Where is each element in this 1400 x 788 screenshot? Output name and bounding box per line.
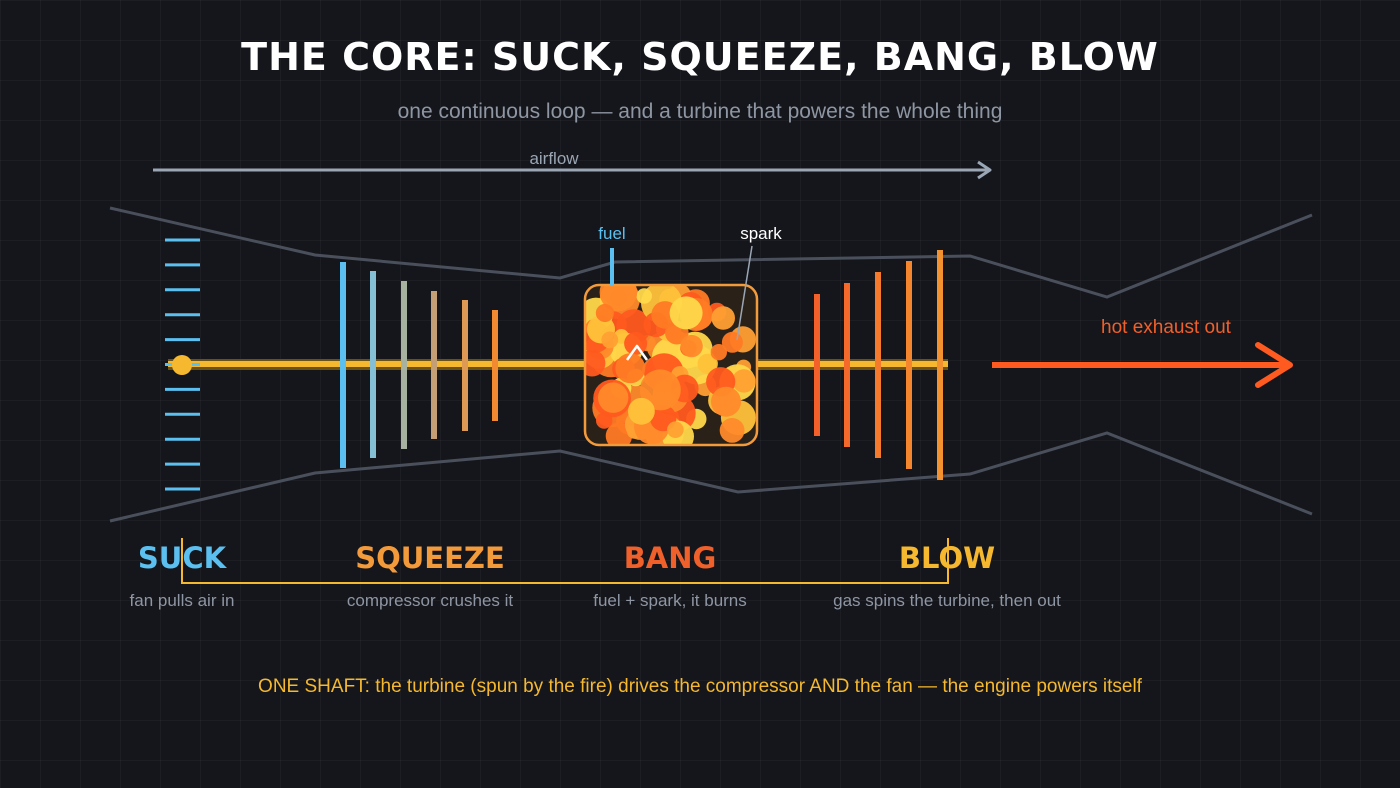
fire-ball — [680, 334, 703, 358]
stage-squeeze-caption: compressor crushes it — [347, 591, 514, 610]
fire-ball — [598, 382, 629, 413]
fire-ball — [719, 418, 745, 443]
casing-top — [109, 206, 1313, 299]
fire-ball — [669, 296, 703, 330]
fire-ball — [615, 353, 646, 384]
airflow-label: airflow — [529, 149, 579, 168]
fire-ball — [732, 369, 756, 393]
fire-ball — [710, 344, 727, 361]
page-subtitle: one continuous loop — and a turbine that… — [398, 100, 1003, 123]
fire-ball — [721, 331, 743, 353]
exhaust-arrow — [992, 342, 1293, 388]
stage-squeeze-label: SQUEEZE — [355, 541, 505, 575]
fire-balls — [585, 285, 757, 445]
main-shaft — [168, 359, 948, 370]
spark-leader-line — [736, 245, 753, 341]
airflow-arrow — [153, 160, 992, 180]
compressor-blades — [340, 262, 498, 468]
fire-ball — [628, 397, 655, 425]
fan-blades — [165, 238, 200, 491]
stage-blow-caption: gas spins the turbine, then out — [833, 591, 1061, 610]
exhaust-label: hot exhaust out — [1101, 317, 1232, 338]
stage-suck-caption: fan pulls air in — [130, 591, 235, 610]
fuel-label: fuel — [598, 224, 625, 243]
fire-ball — [711, 306, 735, 330]
shaft-bracket — [181, 538, 949, 584]
fire-ball — [636, 288, 652, 304]
combustion-chamber — [583, 283, 759, 447]
fire-ball — [599, 285, 638, 312]
turbine-blades — [814, 250, 943, 480]
shaft-note: ONE SHAFT: the turbine (spun by the fire… — [258, 676, 1143, 697]
stage-bang-caption: fuel + spark, it burns — [593, 591, 747, 610]
fire-ball — [595, 303, 615, 323]
stage-bang-label: BANG — [624, 541, 717, 575]
page-title: THE CORE: SUCK, SQUEEZE, BANG, BLOW — [241, 35, 1159, 79]
casing-bottom — [109, 431, 1313, 523]
fire-ball — [667, 421, 684, 439]
spark-label: spark — [740, 224, 782, 243]
fire-ball — [697, 353, 718, 374]
fire-ball — [601, 331, 619, 349]
fire-ball — [624, 332, 648, 355]
fire-ball — [639, 369, 681, 411]
fire-ball — [711, 386, 741, 417]
spark-icon — [625, 344, 649, 361]
fan-hub — [172, 355, 192, 375]
